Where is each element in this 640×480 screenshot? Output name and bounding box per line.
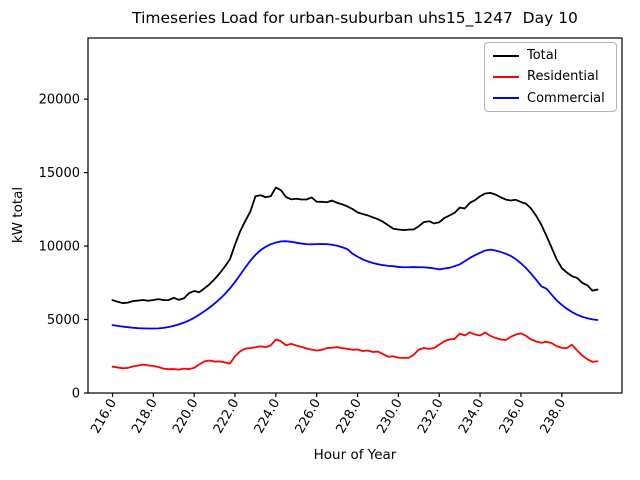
legend-entry-residential: Residential (493, 68, 608, 86)
legend-label-residential: Residential (527, 69, 599, 85)
legend-label-commercial: Commercial (527, 90, 605, 106)
y-tick-label: 15000 (39, 166, 80, 181)
series-line-commercial (111, 240, 599, 330)
x-tick-label: 232.0 (415, 397, 447, 437)
legend-label-total: Total (527, 48, 558, 64)
plot-area-border (87, 37, 623, 394)
x-tick-label: 230.0 (374, 397, 406, 437)
y-tick-label: 0 (72, 387, 80, 402)
legend: Total Residential Commercial (484, 42, 617, 112)
y-tick-label: 20000 (39, 93, 80, 108)
x-tick-label: 220.0 (170, 397, 202, 437)
commercial-line-swatch (493, 97, 519, 100)
series-lines (111, 186, 599, 371)
chart-title: Timeseries Load for urban-suburban uhs15… (131, 9, 578, 28)
x-tick-label: 216.0 (88, 397, 120, 437)
x-tick-label: 226.0 (293, 397, 325, 437)
x-tick-label: 222.0 (211, 397, 243, 437)
x-tick-label: 218.0 (129, 397, 161, 437)
x-axis-label: Hour of Year (314, 447, 397, 463)
x-tick-label: 224.0 (252, 397, 284, 437)
x-tick-label: 234.0 (456, 397, 488, 437)
series-line-residential (111, 331, 599, 371)
x-tick-label: 238.0 (538, 397, 570, 437)
legend-entry-commercial: Commercial (493, 89, 608, 107)
x-axis-ticks: 216.0 218.0 220.0 222.0 224.0 226.0 228.0 230.0… (88, 393, 569, 436)
legend-entry-total: Total (493, 47, 608, 65)
y-axis-label: kW total (10, 187, 26, 243)
x-tick-label: 236.0 (497, 397, 529, 437)
series-line-total (111, 186, 599, 304)
y-axis-ticks: 0 5000 10000 15000 20000 (39, 93, 88, 402)
residential-line-swatch (493, 75, 519, 78)
y-tick-label: 5000 (47, 313, 80, 328)
total-line-swatch (493, 54, 519, 57)
y-tick-label: 10000 (39, 240, 80, 255)
x-tick-label: 228.0 (333, 397, 365, 437)
